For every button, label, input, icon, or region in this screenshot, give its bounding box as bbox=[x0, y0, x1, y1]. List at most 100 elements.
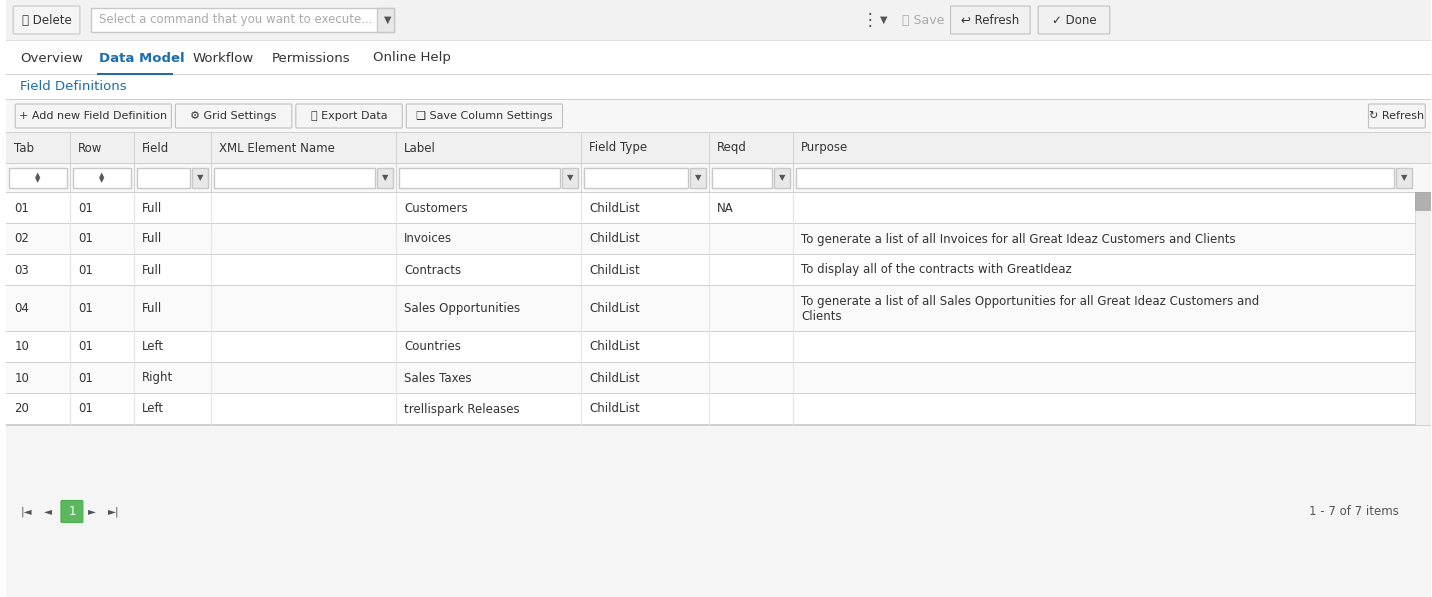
FancyBboxPatch shape bbox=[13, 6, 80, 34]
Bar bbox=[97, 73, 173, 75]
Text: Contracts: Contracts bbox=[404, 263, 461, 276]
Text: ChildList: ChildList bbox=[590, 340, 640, 353]
Bar bbox=[90, 8, 394, 32]
Text: NA: NA bbox=[717, 202, 733, 214]
Bar bbox=[6, 286, 1431, 331]
Bar bbox=[6, 425, 1431, 426]
Bar bbox=[6, 132, 1431, 133]
Text: ◄: ◄ bbox=[44, 506, 52, 516]
Bar bbox=[6, 41, 1431, 75]
Bar bbox=[6, 362, 1431, 363]
Text: Full: Full bbox=[142, 232, 162, 245]
Text: Customers: Customers bbox=[404, 202, 468, 214]
Bar bbox=[6, 331, 1431, 332]
Text: Field Definitions: Field Definitions bbox=[20, 81, 127, 94]
Text: trellispark Releases: trellispark Releases bbox=[404, 402, 520, 416]
Text: Field Type: Field Type bbox=[590, 141, 647, 155]
Bar bbox=[215, 168, 375, 188]
Text: ↻ Refresh: ↻ Refresh bbox=[1369, 111, 1425, 121]
Text: Permissions: Permissions bbox=[272, 51, 351, 64]
Text: To generate a list of all Sales Opportunities for all Great Ideaz Customers and
: To generate a list of all Sales Opportun… bbox=[802, 294, 1260, 322]
Bar bbox=[6, 164, 1431, 192]
Text: ►: ► bbox=[87, 506, 96, 516]
Text: ▼: ▼ bbox=[1400, 174, 1408, 183]
Text: To generate a list of all Invoices for all Great Ideaz Customers and Clients: To generate a list of all Invoices for a… bbox=[802, 232, 1236, 245]
Bar bbox=[6, 99, 1431, 100]
Bar bbox=[6, 255, 1431, 285]
Text: Tab: Tab bbox=[14, 141, 34, 155]
Text: ▼: ▼ bbox=[198, 174, 203, 183]
Bar bbox=[9, 168, 67, 188]
Bar bbox=[584, 168, 687, 188]
Bar bbox=[192, 168, 208, 188]
Text: 04: 04 bbox=[14, 302, 29, 315]
Text: 01: 01 bbox=[14, 202, 29, 214]
Text: ⋮: ⋮ bbox=[862, 11, 878, 29]
Bar bbox=[6, 0, 1431, 40]
Text: To display all of the contracts with GreatIdeaz: To display all of the contracts with Gre… bbox=[802, 263, 1073, 276]
Text: Full: Full bbox=[142, 263, 162, 276]
Bar bbox=[6, 192, 1431, 193]
Bar bbox=[712, 168, 772, 188]
Text: Purpose: Purpose bbox=[802, 141, 849, 155]
Text: 01: 01 bbox=[77, 402, 93, 416]
Text: Select a command that you want to execute...: Select a command that you want to execut… bbox=[99, 14, 372, 26]
Text: XML Element Name: XML Element Name bbox=[219, 141, 335, 155]
Text: ▼: ▼ bbox=[881, 15, 888, 25]
Text: ✓ Done: ✓ Done bbox=[1051, 14, 1097, 26]
Bar bbox=[6, 254, 1431, 255]
Text: + Add new Field Definition: + Add new Field Definition bbox=[19, 111, 168, 121]
Text: Label: Label bbox=[404, 141, 437, 155]
Bar bbox=[6, 424, 1431, 425]
Text: Sales Opportunities: Sales Opportunities bbox=[404, 302, 520, 315]
Text: ChildList: ChildList bbox=[590, 232, 640, 245]
Bar bbox=[6, 363, 1431, 393]
Text: ▼: ▼ bbox=[382, 174, 388, 183]
Text: ChildList: ChildList bbox=[590, 302, 640, 315]
Text: ChildList: ChildList bbox=[590, 402, 640, 416]
Text: ⚙ Grid Settings: ⚙ Grid Settings bbox=[190, 111, 276, 121]
Text: Field: Field bbox=[142, 141, 169, 155]
Bar bbox=[775, 168, 790, 188]
Text: ▼: ▼ bbox=[384, 15, 391, 25]
Bar bbox=[400, 168, 560, 188]
Text: Invoices: Invoices bbox=[404, 232, 453, 245]
FancyBboxPatch shape bbox=[175, 104, 292, 128]
Text: Left: Left bbox=[142, 340, 163, 353]
Bar bbox=[6, 100, 1431, 132]
FancyBboxPatch shape bbox=[1038, 6, 1110, 34]
Text: 01: 01 bbox=[77, 202, 93, 214]
Text: 🗑 Delete: 🗑 Delete bbox=[21, 14, 72, 26]
FancyBboxPatch shape bbox=[1369, 104, 1425, 128]
Bar bbox=[378, 8, 394, 32]
Bar bbox=[6, 40, 1431, 41]
Bar bbox=[73, 168, 130, 188]
Bar bbox=[6, 332, 1431, 362]
Text: Left: Left bbox=[142, 402, 163, 416]
Text: Full: Full bbox=[142, 202, 162, 214]
Text: 20: 20 bbox=[14, 402, 29, 416]
Bar bbox=[1415, 192, 1431, 425]
Bar bbox=[136, 168, 190, 188]
Text: 1: 1 bbox=[69, 505, 76, 518]
Text: ChildList: ChildList bbox=[590, 202, 640, 214]
Text: 1 - 7 of 7 items: 1 - 7 of 7 items bbox=[1309, 505, 1399, 518]
Bar bbox=[6, 74, 1431, 75]
Text: 10: 10 bbox=[14, 340, 29, 353]
Text: Row: Row bbox=[77, 141, 102, 155]
Text: 01: 01 bbox=[77, 232, 93, 245]
Bar bbox=[563, 168, 579, 188]
Bar bbox=[1415, 192, 1431, 210]
Text: Sales Taxes: Sales Taxes bbox=[404, 371, 473, 384]
Text: ❑ Save Column Settings: ❑ Save Column Settings bbox=[417, 111, 553, 121]
Bar bbox=[796, 168, 1395, 188]
Bar bbox=[6, 163, 1431, 164]
FancyBboxPatch shape bbox=[951, 6, 1030, 34]
Text: Online Help: Online Help bbox=[372, 51, 451, 64]
Text: 01: 01 bbox=[77, 302, 93, 315]
Bar bbox=[6, 133, 1431, 163]
Text: Right: Right bbox=[142, 371, 173, 384]
Text: Countries: Countries bbox=[404, 340, 461, 353]
Bar bbox=[6, 285, 1431, 286]
Bar bbox=[6, 393, 1431, 394]
